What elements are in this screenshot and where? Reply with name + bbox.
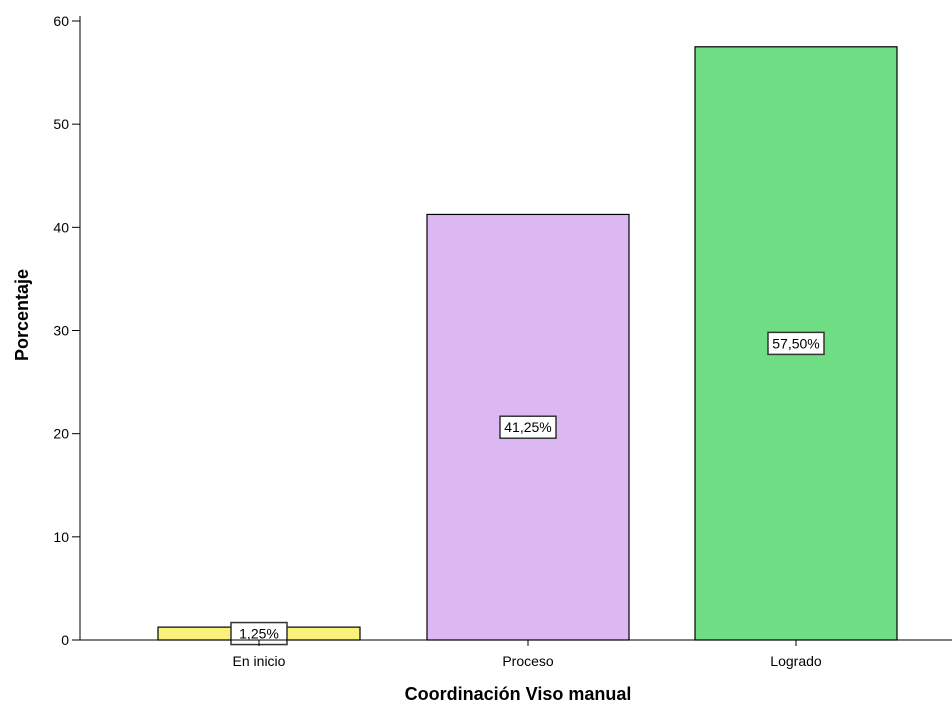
data-label-text: 41,25% (504, 419, 551, 435)
data-labels: 1,25% 41,25% 57,50% (230, 331, 825, 646)
data-label: 57,50% (767, 331, 825, 356)
x-tick-label: Logrado (770, 653, 822, 669)
x-tick-label: Proceso (502, 653, 554, 669)
data-label-text: 57,50% (772, 335, 819, 351)
y-tick-label: 60 (53, 13, 69, 29)
data-label: 41,25% (499, 415, 557, 439)
y-tick-label: 10 (53, 529, 69, 545)
x-tick-label: En inicio (233, 653, 286, 669)
y-axis: 0 10 20 30 40 50 60 (53, 13, 81, 648)
data-label: 1,25% (230, 621, 288, 646)
y-tick-label: 40 (53, 219, 69, 235)
y-tick-label: 0 (61, 632, 69, 648)
data-label-text: 1,25% (239, 626, 279, 642)
y-axis-title: Porcentaje (12, 269, 32, 361)
y-tick-label: 20 (53, 426, 69, 442)
x-axis-title: Coordinación Viso manual (405, 684, 632, 704)
data-label-box (767, 331, 825, 356)
data-label-box (499, 415, 557, 439)
x-axis: En inicio Proceso Logrado (80, 639, 952, 669)
y-tick-label: 30 (53, 323, 69, 339)
y-tick-label: 50 (53, 116, 69, 132)
